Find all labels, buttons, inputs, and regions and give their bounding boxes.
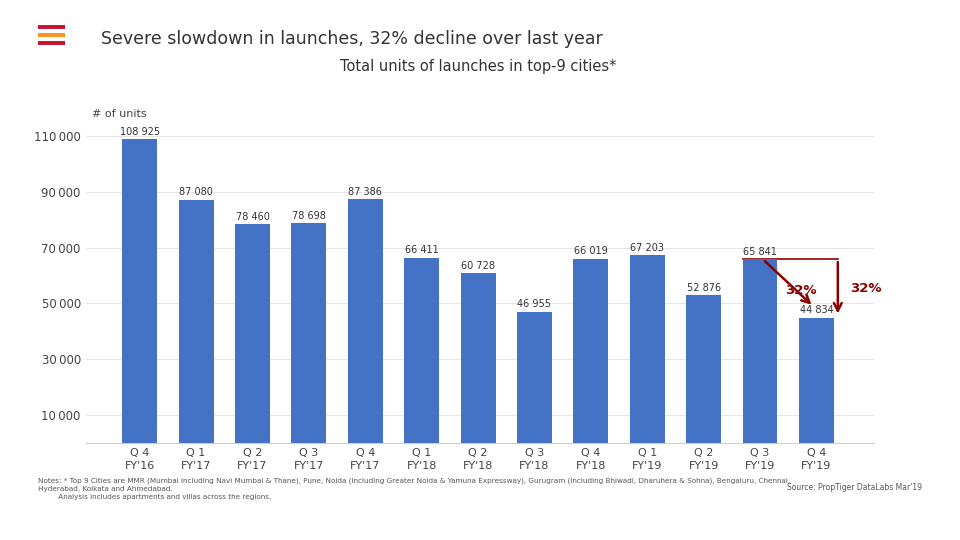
Text: 66 019: 66 019 xyxy=(574,246,608,256)
Bar xyxy=(799,318,834,443)
Bar xyxy=(742,259,778,443)
Text: 52 876: 52 876 xyxy=(686,283,721,293)
Bar xyxy=(630,255,664,443)
Text: Total units of launches in top-9 cities*: Total units of launches in top-9 cities* xyxy=(340,59,616,73)
Text: 32%: 32% xyxy=(851,282,881,295)
Text: 65 841: 65 841 xyxy=(743,247,777,256)
Text: 67 203: 67 203 xyxy=(630,243,664,253)
Text: 108 925: 108 925 xyxy=(120,126,159,137)
Text: 46 955: 46 955 xyxy=(517,299,551,309)
Text: 78 460: 78 460 xyxy=(235,212,270,221)
Bar xyxy=(348,199,383,443)
Bar xyxy=(122,139,157,443)
Text: Source: PropTiger DataLabs Mar'19: Source: PropTiger DataLabs Mar'19 xyxy=(786,483,922,492)
Bar xyxy=(516,312,552,443)
Text: Notes: * Top 9 Cities are MMR (Mumbai including Navi Mumbai & Thane), Pune, Noid: Notes: * Top 9 Cities are MMR (Mumbai in… xyxy=(38,478,790,501)
Text: 44 834: 44 834 xyxy=(800,305,833,315)
Bar xyxy=(686,295,721,443)
Text: # of units: # of units xyxy=(92,109,146,119)
Text: 78 698: 78 698 xyxy=(292,211,325,221)
Text: 66 411: 66 411 xyxy=(405,245,439,255)
Bar xyxy=(573,259,609,443)
Bar xyxy=(235,224,270,443)
Bar xyxy=(292,224,326,443)
Bar xyxy=(404,258,439,443)
Bar xyxy=(461,273,495,443)
Text: 87 080: 87 080 xyxy=(180,187,213,198)
Text: Severe slowdown in launches, 32% decline over last year: Severe slowdown in launches, 32% decline… xyxy=(101,30,603,48)
Text: 60 728: 60 728 xyxy=(461,261,495,271)
Text: 87 386: 87 386 xyxy=(348,187,382,197)
Text: 32%: 32% xyxy=(785,284,816,297)
Bar xyxy=(179,200,213,443)
